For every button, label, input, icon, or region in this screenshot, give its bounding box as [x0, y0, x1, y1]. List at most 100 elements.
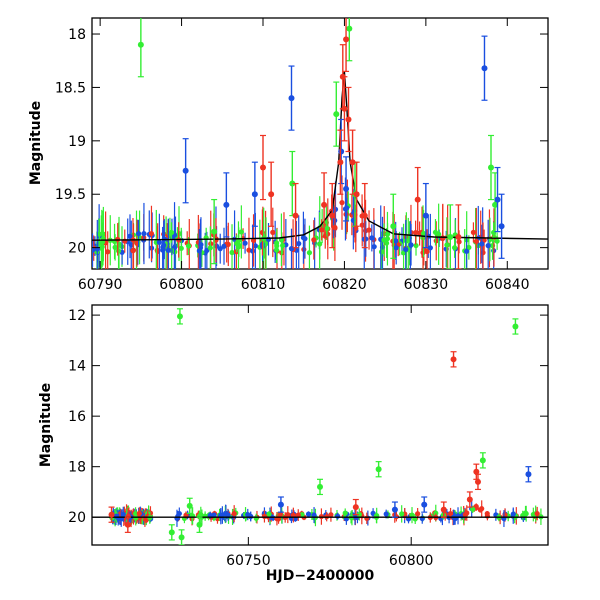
bottom-bg-point-blue	[120, 511, 126, 517]
top-point-green	[211, 228, 218, 235]
bottom-point-green	[176, 313, 183, 320]
bottom-point-blue	[421, 501, 428, 508]
top-point-red	[455, 233, 462, 240]
top-bg-point-red	[339, 200, 345, 206]
bottom-bg-point-green	[299, 512, 305, 518]
top-bg-point-blue	[427, 245, 433, 251]
bottom-x-tick-label: 60750	[226, 553, 271, 569]
bottom-bg-point-green	[470, 506, 476, 512]
top-bg-point-green	[384, 231, 391, 237]
bottom-point-green	[317, 483, 323, 490]
bottom-panel: 60750 60800 12 14 16 18 20 Magnitude HJD−24000…	[38, 304, 549, 584]
top-point-blue	[498, 223, 505, 230]
top-bg-point-blue	[161, 242, 167, 248]
bottom-point-green	[196, 521, 203, 528]
top-bg-point-blue	[250, 248, 256, 254]
top-bg-point-blue	[288, 246, 295, 252]
bottom-point-green	[178, 534, 185, 541]
bottom-bg-point-red	[534, 511, 540, 517]
top-x-tick-label: 60790	[78, 277, 123, 293]
top-bg-point-blue	[92, 247, 96, 253]
top-bg-point-red	[416, 230, 423, 237]
top-bg-point-blue	[242, 240, 248, 246]
bottom-point-red	[474, 478, 481, 485]
bottom-bg-point-green	[202, 513, 208, 519]
bottom-bg-point-red	[364, 515, 370, 521]
top-bg-point-blue	[485, 243, 491, 249]
top-bg-point-green	[378, 249, 385, 255]
top-point-red	[260, 164, 266, 171]
top-bg-point-green	[207, 245, 213, 251]
bottom-x-axis-title: HJD−2400000	[266, 568, 375, 584]
bottom-bg-point-red	[473, 503, 479, 510]
bottom-point-blue	[277, 501, 284, 508]
bottom-series-layer	[92, 308, 548, 545]
top-point-green	[289, 180, 296, 187]
bottom-point-green	[375, 466, 382, 473]
bottom-point-red	[352, 504, 359, 511]
bottom-bg-point-blue	[245, 511, 251, 518]
bottom-bg-point-red	[277, 511, 284, 517]
bottom-point-blue	[391, 506, 398, 513]
bottom-bg-point-blue	[383, 511, 389, 517]
top-bg-point-green	[168, 229, 175, 236]
top-bg-point-blue	[369, 235, 375, 241]
top-point-green	[333, 111, 340, 118]
bottom-bg-point-red	[464, 510, 470, 516]
bottom-bg-point-red	[136, 510, 142, 516]
top-point-blue	[182, 167, 189, 174]
top-x-tick-label: 60800	[159, 277, 204, 293]
top-point-red	[329, 212, 336, 219]
bottom-bg-point-green	[356, 511, 362, 518]
top-point-blue	[251, 191, 258, 198]
top-bg-point-green	[178, 245, 184, 251]
bottom-bg-point-green	[253, 515, 259, 521]
top-bg-point-green	[306, 250, 313, 256]
top-point-red	[349, 159, 356, 166]
top-bg-point-blue	[371, 244, 377, 250]
top-y-tick-label: 18	[68, 27, 86, 43]
top-bg-point-red	[311, 237, 317, 243]
bottom-bg-point-red	[328, 512, 334, 518]
top-bg-point-green	[229, 249, 235, 256]
top-point-red	[268, 191, 275, 198]
bottom-point-red	[124, 521, 131, 528]
bottom-bg-point-green	[433, 510, 439, 516]
bottom-bg-point-blue	[311, 512, 317, 518]
top-bg-point-green	[436, 231, 442, 237]
top-bg-point-green	[413, 242, 419, 249]
top-point-green	[390, 223, 397, 230]
bottom-y-tick-label: 14	[68, 359, 86, 375]
bottom-bg-point-blue	[305, 511, 312, 517]
top-y-tick-label: 19	[68, 134, 86, 150]
top-point-green	[492, 201, 499, 208]
bottom-bg-point-red	[484, 511, 490, 517]
bottom-y-tick-label: 16	[68, 409, 86, 425]
bottom-y-tick-label: 20	[68, 510, 86, 526]
top-point-green	[137, 41, 144, 48]
top-bg-point-green	[403, 238, 409, 244]
top-bg-point-blue	[464, 248, 470, 254]
top-bg-point-green	[444, 242, 450, 248]
top-bg-point-red	[105, 249, 111, 255]
top-y-tick-label: 18.5	[55, 80, 86, 96]
bottom-point-red	[440, 506, 447, 513]
top-x-tick-label: 60840	[485, 277, 530, 293]
top-bg-point-blue	[403, 246, 409, 253]
top-bg-point-blue	[265, 236, 272, 242]
bottom-bg-point-red	[261, 513, 268, 519]
top-point-green	[346, 25, 353, 32]
bottom-bg-point-red	[290, 512, 296, 518]
top-point-red	[353, 191, 360, 198]
top-bg-point-green	[324, 225, 330, 232]
top-bg-point-blue	[141, 230, 147, 237]
top-bg-point-green	[96, 231, 103, 237]
top-point-red	[361, 212, 368, 219]
bottom-bg-point-red	[295, 512, 301, 518]
bottom-bg-point-green	[342, 510, 348, 516]
bottom-bg-point-green	[522, 510, 529, 516]
top-bg-point-blue	[156, 239, 162, 245]
top-y-tick-label: 20	[68, 241, 86, 257]
top-bg-point-blue	[302, 236, 308, 242]
top-bg-point-blue	[217, 246, 223, 252]
